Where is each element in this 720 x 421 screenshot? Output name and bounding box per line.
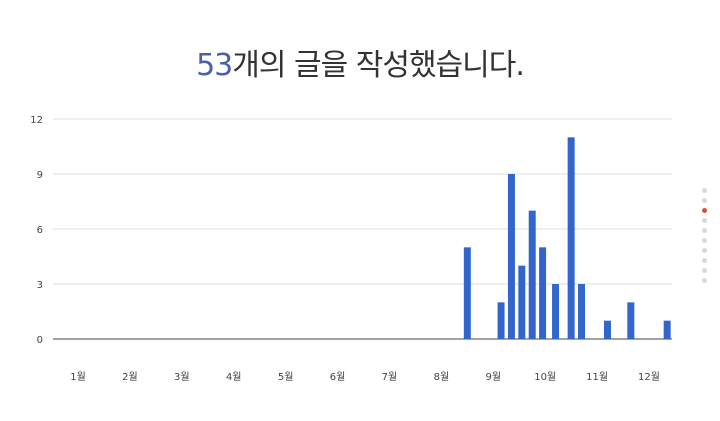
- page-dot[interactable]: [702, 188, 707, 193]
- x-tick-label: 9월: [485, 371, 501, 383]
- y-tick-label: 9: [37, 170, 43, 181]
- x-tick-label: 2월: [122, 371, 138, 383]
- y-tick-label: 3: [37, 280, 43, 291]
- bar: [578, 284, 586, 339]
- bar: [497, 302, 505, 339]
- x-tick-label: 7월: [382, 371, 398, 383]
- page-dot[interactable]: [702, 268, 707, 273]
- bar: [552, 284, 560, 339]
- bar: [507, 174, 515, 339]
- y-tick-label: 6: [37, 225, 43, 236]
- x-tick-label: 4월: [226, 371, 242, 383]
- post-count: 53: [196, 48, 233, 83]
- y-tick-label: 0: [37, 335, 43, 346]
- x-tick-label: 1월: [70, 371, 86, 383]
- page-dot[interactable]: [702, 208, 707, 213]
- page-dot[interactable]: [702, 228, 707, 233]
- page-indicator: [702, 188, 708, 288]
- x-tick-label: 5월: [278, 371, 294, 383]
- bar: [539, 247, 547, 339]
- x-tick-label: 10월: [534, 371, 556, 383]
- x-tick-label: 8월: [434, 371, 450, 383]
- x-tick-label: 12월: [638, 371, 660, 383]
- bar: [518, 265, 526, 339]
- x-tick-label: 3월: [174, 371, 190, 383]
- page-dot[interactable]: [702, 278, 707, 283]
- page-dot[interactable]: [702, 258, 707, 263]
- bar: [528, 210, 536, 339]
- page-dot[interactable]: [702, 198, 707, 203]
- bar: [627, 302, 635, 339]
- bar: [663, 320, 671, 339]
- x-tick-label: 11월: [586, 371, 608, 383]
- bar: [603, 320, 611, 339]
- bar: [567, 137, 575, 339]
- page-dot[interactable]: [702, 248, 707, 253]
- x-tick-label: 6월: [330, 371, 346, 383]
- bar: [463, 247, 471, 339]
- page-dot[interactable]: [702, 238, 707, 243]
- headline: 53개의 글을 작성했습니다.: [0, 40, 720, 84]
- y-tick-label: 12: [30, 115, 43, 126]
- page-dot[interactable]: [702, 218, 707, 223]
- headline-text: 개의 글을 작성했습니다.: [232, 48, 525, 83]
